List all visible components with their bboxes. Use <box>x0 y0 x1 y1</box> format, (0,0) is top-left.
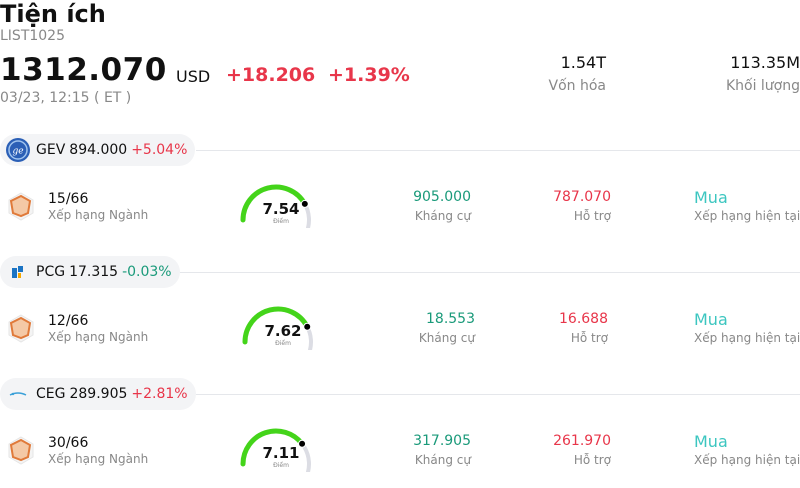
stock-ticker: CEG <box>36 386 66 402</box>
stock-ticker: GEV <box>36 142 66 158</box>
page-title: Tiện ích <box>0 0 106 28</box>
row-divider <box>180 272 800 273</box>
score-value: 7.54 <box>262 200 300 218</box>
rating-label: Xếp hạng hiện tại <box>694 453 800 467</box>
svg-text:ge: ge <box>12 147 23 157</box>
rating-value[interactable]: Mua <box>694 188 728 207</box>
stock-change: +2.81% <box>131 386 188 402</box>
industry-rank: 30/66 <box>48 435 89 451</box>
constellation-logo-icon <box>6 382 30 406</box>
support-label: Hỗ trợ <box>570 331 608 345</box>
row-divider <box>196 150 800 151</box>
score-gauge <box>240 428 311 472</box>
rating-value[interactable]: Mua <box>694 310 728 329</box>
index-change-pct: +1.39% <box>328 64 410 86</box>
score-gauge <box>242 306 313 350</box>
gauge-marker <box>298 439 307 448</box>
rating-label: Xếp hạng hiện tại <box>694 331 800 345</box>
support-label: Hỗ trợ <box>573 453 611 467</box>
industry-rank-icon <box>8 314 34 343</box>
stock-price: 894.000 <box>69 142 128 158</box>
gauge-fill <box>240 428 305 467</box>
row-divider <box>196 394 800 395</box>
industry-rank-label: Xếp hạng Ngành <box>48 330 149 344</box>
resistance-value: 905.000 <box>413 189 471 205</box>
score-gauge <box>240 184 311 228</box>
stock-price: 17.315 <box>69 264 119 280</box>
support-value: 787.070 <box>553 189 611 205</box>
index-change: +18.206 <box>226 64 316 86</box>
stock-pill-gev[interactable]: ge GEV 894.000 +5.04% <box>0 134 196 166</box>
currency-label: USD <box>176 67 211 86</box>
resistance-label: Kháng cự <box>414 209 471 223</box>
score-value: 7.11 <box>262 444 300 462</box>
support-label: Hỗ trợ <box>573 209 611 223</box>
industry-rank: 15/66 <box>48 191 89 207</box>
score-value: 7.62 <box>264 322 302 340</box>
score-label: Điểm <box>273 218 289 225</box>
industry-rank-label: Xếp hạng Ngành <box>48 208 149 222</box>
stock-ticker: PCG <box>36 264 66 280</box>
timestamp: 03/23, 12:15 ( ET ) <box>0 90 132 106</box>
pge-logo-icon <box>6 260 30 284</box>
rating-value[interactable]: Mua <box>694 432 728 451</box>
support-value: 16.688 <box>559 311 608 327</box>
resistance-value: 317.905 <box>413 433 471 449</box>
stock-price: 289.905 <box>69 386 128 402</box>
market-cap-label: Vốn hóa <box>548 78 606 94</box>
volume-label: Khối lượng <box>725 78 800 94</box>
market-cap-value: 1.54T <box>560 53 606 72</box>
rating-label: Xếp hạng hiện tại <box>694 209 800 223</box>
stock-pill-ceg[interactable]: CEG 289.905 +2.81% <box>0 378 196 410</box>
ge-logo-icon: ge <box>6 138 30 162</box>
index-price: 1312.070 <box>0 52 167 88</box>
stock-change: +5.04% <box>131 142 188 158</box>
list-code: LIST1025 <box>0 28 65 44</box>
volume-value: 113.35M <box>730 53 800 72</box>
industry-rank-label: Xếp hạng Ngành <box>48 452 149 466</box>
gauge-marker <box>300 199 309 208</box>
score-label: Điểm <box>275 340 291 347</box>
industry-rank-icon <box>8 436 34 465</box>
industry-rank-icon <box>8 192 34 221</box>
resistance-label: Kháng cự <box>418 331 475 345</box>
industry-rank: 12/66 <box>48 313 89 329</box>
stock-pill-pcg[interactable]: PCG 17.315 -0.03% <box>0 256 180 288</box>
resistance-label: Kháng cự <box>414 453 471 467</box>
gauge-marker <box>303 322 312 331</box>
resistance-value: 18.553 <box>426 311 475 327</box>
gauge-fill <box>242 306 310 345</box>
gauge-fill <box>240 184 308 223</box>
score-label: Điểm <box>273 462 289 469</box>
support-value: 261.970 <box>553 433 611 449</box>
stock-change: -0.03% <box>122 264 172 280</box>
